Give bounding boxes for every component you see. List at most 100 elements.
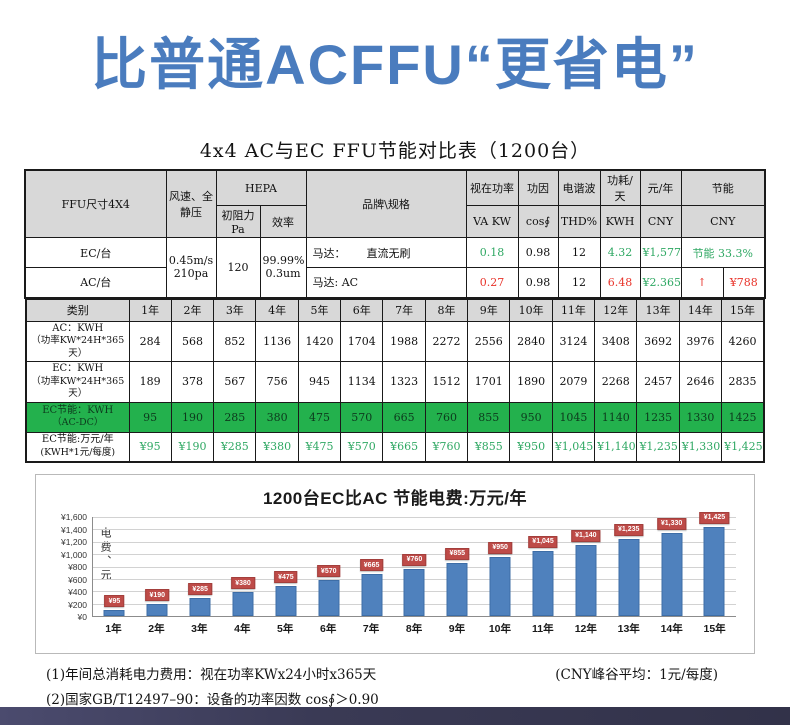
bar-value-label: ¥570 — [316, 565, 341, 578]
year-header: 11年 — [551, 298, 596, 322]
table-cell: 378 — [170, 361, 215, 403]
ac-kwh: 6.48 — [599, 267, 641, 298]
table-cell: 2835 — [721, 361, 765, 403]
header-saving: 节能 — [680, 169, 766, 206]
table-cell: 2556 — [467, 320, 511, 362]
bar-value-label: ¥285 — [188, 583, 212, 596]
bar-slot: ¥855 — [436, 517, 479, 616]
bar-value-label: ¥95 — [104, 595, 125, 608]
table-cell: 1704 — [340, 320, 384, 362]
note-1: (1)年间总消耗电力费用：视在功率KWx24小时x365天 — [46, 667, 377, 683]
shared-resistance-value: 120 — [215, 237, 261, 298]
row-label-line2: （AC-DC） — [52, 417, 104, 428]
row-label: EC节能：KWH （AC-DC） — [25, 401, 130, 433]
bar — [103, 610, 125, 616]
table-cell: ¥1,425 — [721, 431, 765, 463]
row-label-line2: (KWH*1元/每度) — [40, 446, 116, 458]
header-wind: 风速、全静压 — [165, 169, 217, 238]
table-cell: 1323 — [382, 361, 426, 403]
ac-motor: 马达: AC — [305, 267, 467, 298]
row-label-line2: （功率KW*24H*365天） — [31, 375, 125, 400]
table-cell: 2646 — [678, 361, 723, 403]
header-hepa: HEPA — [215, 169, 307, 206]
table-cell: 1890 — [509, 361, 553, 403]
gridline — [93, 541, 736, 543]
shared-efficiency-value: 99.99% 0.3um — [259, 237, 307, 298]
table-cell: 1140 — [594, 401, 638, 433]
y-tick-label: ¥0 — [77, 612, 87, 622]
table-cell: 3408 — [594, 320, 638, 362]
header-ffu-size: FFU尺寸4X4 — [24, 169, 167, 238]
ac-va: 0.27 — [465, 267, 519, 298]
row-label: EC节能:万元/年 (KWH*1元/每度) — [25, 431, 130, 463]
bar-slot: ¥475 — [264, 517, 307, 616]
ac-saving-arrow: ↑ — [680, 267, 724, 298]
gridline — [93, 529, 736, 531]
y-tick-label: ¥800 — [68, 562, 87, 572]
table-cell: 945 — [297, 361, 342, 403]
bar-value-label: ¥665 — [359, 559, 384, 572]
bar-value-label: ¥760 — [402, 553, 427, 566]
y-tick-label: ¥1,200 — [61, 537, 87, 547]
bar-value-label: ¥190 — [145, 589, 170, 602]
table-cell: 1045 — [551, 401, 596, 433]
header-power-factor: 功因 — [517, 169, 559, 206]
bar — [189, 598, 211, 616]
bar-slot: ¥1,140 — [564, 517, 607, 616]
table-cell: ¥665 — [382, 431, 426, 463]
table-cell: ¥1,140 — [594, 431, 638, 463]
gridline — [93, 566, 736, 568]
table-cell: ¥285 — [213, 431, 257, 463]
ec-motor: 马达： 直流无刷 — [305, 237, 467, 268]
header-cost-year-unit: CNY — [639, 205, 682, 238]
table-cell: 189 — [128, 361, 172, 403]
table-cell: ¥570 — [340, 431, 384, 463]
table-cell: 3692 — [636, 320, 680, 362]
year-header: 6年 — [340, 298, 384, 322]
bar-slot: ¥950 — [479, 517, 522, 616]
table-cell: 950 — [509, 401, 553, 433]
table-cell: 1512 — [424, 361, 469, 403]
x-tick-label: 12年 — [574, 623, 597, 635]
table-cell: 4260 — [721, 320, 765, 362]
row-label-line1: EC：KWH — [52, 363, 104, 374]
ec-cos: 0.98 — [517, 237, 559, 268]
x-tick-label: 7年 — [362, 623, 380, 635]
table-cell: 570 — [340, 401, 384, 433]
table-cell: 760 — [424, 401, 469, 433]
bars-container: ¥95 ¥190 ¥285 ¥380 ¥475 ¥570 ¥665 ¥760 ¥855 ¥950 ¥… — [93, 511, 736, 616]
bar — [489, 556, 511, 616]
table-cell: ¥855 — [467, 431, 511, 463]
table-cell: 1330 — [678, 401, 723, 433]
table-cell: 1988 — [382, 320, 426, 362]
table-row: EC节能：KWH （AC-DC） 95 190 285 380 475 570 665 760 85… — [25, 401, 765, 433]
bar-slot: ¥1,330 — [650, 517, 693, 616]
table-row: EC：KWH （功率KW*24H*365天） 189 378 567 756 945 1134… — [25, 361, 765, 403]
bar — [361, 574, 383, 616]
ac-cny: ¥2.365 — [639, 267, 682, 298]
table-cell: 1425 — [721, 401, 765, 433]
bar — [275, 586, 297, 616]
table-cell: 665 — [382, 401, 426, 433]
header-cost-year: 元/年 — [639, 169, 682, 206]
bar-slot: ¥1,425 — [693, 511, 736, 616]
y-tick-label: ¥1,600 — [61, 512, 87, 522]
header-consumption: 功耗/天 — [599, 169, 641, 206]
bar-slot: ¥570 — [307, 517, 350, 616]
table-cell: 95 — [128, 401, 172, 433]
table-cell: ¥1,330 — [678, 431, 723, 463]
x-tick-label: 5年 — [277, 623, 294, 635]
ec-saving: 节能 33.3% — [680, 237, 766, 268]
bar-slot: ¥1,045 — [522, 517, 565, 616]
year-header: 13年 — [636, 298, 680, 322]
bar — [532, 550, 554, 616]
table-cell: ¥475 — [297, 431, 342, 463]
table-cell: 852 — [213, 320, 257, 362]
table-cell: 475 — [297, 401, 342, 433]
x-tick-label: 1年 — [105, 623, 122, 635]
shared-wind-value: 0.45m/s 210pa — [165, 237, 217, 298]
row-label: AC：KWH （功率KW*24H*365天） — [25, 320, 130, 362]
bar-value-label: ¥380 — [231, 577, 255, 590]
year-header: 8年 — [424, 298, 469, 322]
header-saving-unit: CNY — [680, 205, 766, 238]
